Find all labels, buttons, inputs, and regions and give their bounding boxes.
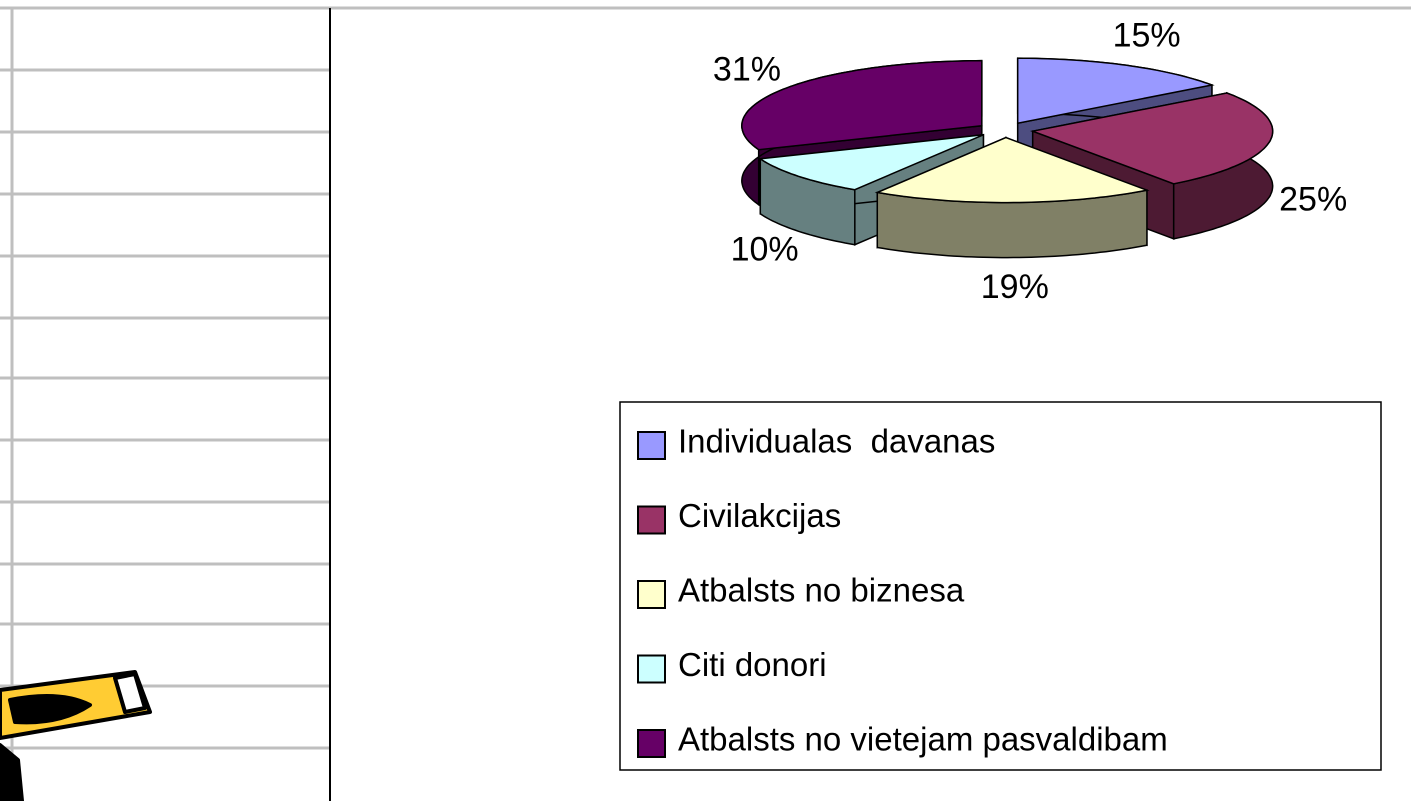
- legend-label: Atbalsts no biznesa: [678, 572, 965, 609]
- legend-swatch: [638, 730, 665, 757]
- legend-label: Individualas davanas: [678, 423, 995, 460]
- legend-swatch: [638, 432, 665, 459]
- legend-label: Citi donori: [678, 646, 827, 683]
- legend-swatch: [638, 656, 665, 683]
- legend-swatch: [638, 507, 665, 534]
- slide: Individualas davanas Civilakcijas Atbalsts…: [0, 0, 1411, 801]
- pencil-icon: [0, 672, 150, 801]
- data-label: 25%: [1279, 180, 1347, 218]
- data-label: 19%: [981, 268, 1049, 306]
- data-label: 10%: [731, 230, 799, 268]
- pie: [742, 58, 1273, 257]
- data-label: 15%: [1113, 16, 1181, 54]
- legend-label: Civilakcijas: [678, 497, 841, 534]
- legend-swatch: [638, 581, 665, 608]
- data-label: 31%: [713, 51, 781, 89]
- legend-label: Atbalsts no vietejam pasvaldibam: [678, 721, 1168, 758]
